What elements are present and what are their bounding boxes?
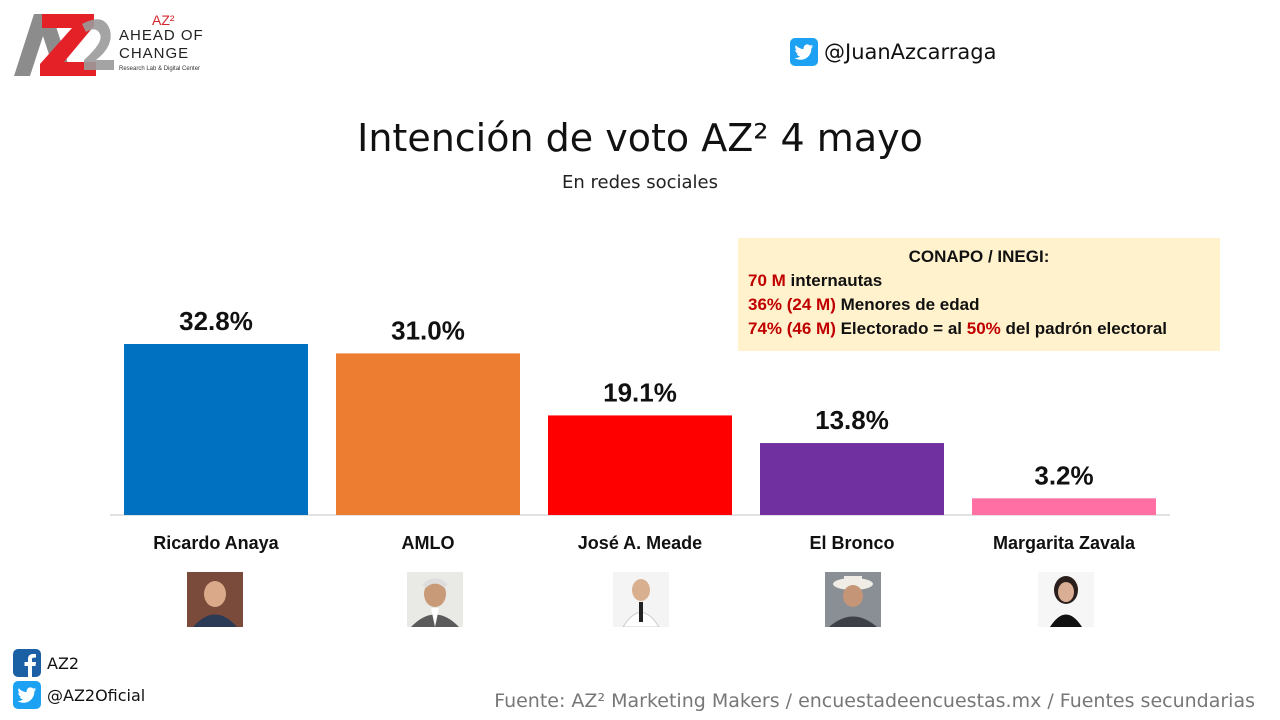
chart-title: Intención de voto AZ² 4 mayo (357, 116, 923, 160)
category-label-amlo: AMLO (402, 533, 455, 553)
value-label-amlo: 31.0% (391, 315, 465, 345)
category-label-el-bronco: El Bronco (809, 533, 894, 553)
value-label-margarita-zavala: 3.2% (1034, 460, 1093, 490)
bar-el-bronco (760, 443, 944, 515)
twitter-handle-top[interactable]: @JuanAzcarraga (790, 38, 996, 66)
bar-ricardo-anaya (124, 344, 308, 515)
info-box-heading: CONAPO / INEGI: (908, 247, 1050, 266)
logo-line-1: AHEAD OF (119, 27, 204, 44)
bar-amlo (336, 353, 520, 515)
logo-tagline: Research Lab & Digital Center (119, 66, 201, 72)
twitter-icon (13, 681, 41, 709)
info-row-text: Menores de edad (835, 295, 980, 314)
info-row-text: Electorado = al (835, 319, 967, 338)
category-label-ricardo-anaya: Ricardo Anaya (153, 533, 279, 553)
az2-logo: AZ² AHEAD OF CHANGE Research Lab & Digit… (12, 10, 207, 80)
facebook-icon (13, 649, 41, 677)
category-label-margarita-zavala: Margarita Zavala (993, 533, 1136, 553)
info-row-value-2: 50% (966, 319, 1001, 338)
az2-logo-mark-icon (14, 14, 114, 76)
chart-subtitle: En redes sociales (562, 172, 718, 193)
twitter-label: @AZ2Oficial (47, 685, 146, 705)
info-row-value: 36% (24 M) (748, 295, 836, 314)
facebook-link[interactable]: AZ2 (13, 648, 145, 678)
candidate-photo-margarita-zavala (1038, 572, 1094, 627)
candidate-photo-el-bronco (825, 572, 881, 627)
info-row-electorado: 74% (46 M) Electorado = al 50% del padró… (748, 319, 1220, 339)
info-row-menores: 36% (24 M) Menores de edad (748, 295, 1220, 315)
facebook-label: AZ2 (47, 653, 80, 673)
info-row-value: 74% (46 M) (748, 319, 836, 338)
value-label-jose-a-meade: 19.1% (603, 377, 677, 407)
candidate-photo-amlo (407, 572, 463, 627)
info-row-text-2: del padrón electoral (1000, 319, 1168, 338)
info-row-text: internautas (785, 271, 883, 290)
bar-jose-a-meade (548, 415, 732, 515)
value-label-el-bronco: 13.8% (815, 405, 889, 435)
twitter-handle-text: @JuanAzcarraga (824, 40, 997, 64)
value-label-ricardo-anaya: 32.8% (179, 306, 253, 336)
logo-superscript: AZ² (152, 12, 175, 28)
twitter-icon (790, 38, 818, 66)
info-row-value: 70 M (748, 271, 786, 290)
source-footer: Fuente: AZ² Marketing Makers / encuestad… (494, 690, 1255, 712)
logo-line-2: CHANGE (119, 45, 190, 62)
info-row-internautas: 70 M internautas (748, 271, 1220, 291)
category-label-jose-a-meade: José A. Meade (578, 533, 702, 553)
twitter-link[interactable]: @AZ2Oficial (13, 680, 145, 710)
candidate-photo-jose-meade (613, 572, 669, 627)
social-links: AZ2 @AZ2Oficial (13, 648, 145, 712)
info-box: CONAPO / INEGI: 70 M internautas 36% (24… (738, 238, 1220, 351)
candidate-photo-ricardo-anaya (187, 572, 243, 627)
bar-margarita-zavala (972, 498, 1156, 515)
